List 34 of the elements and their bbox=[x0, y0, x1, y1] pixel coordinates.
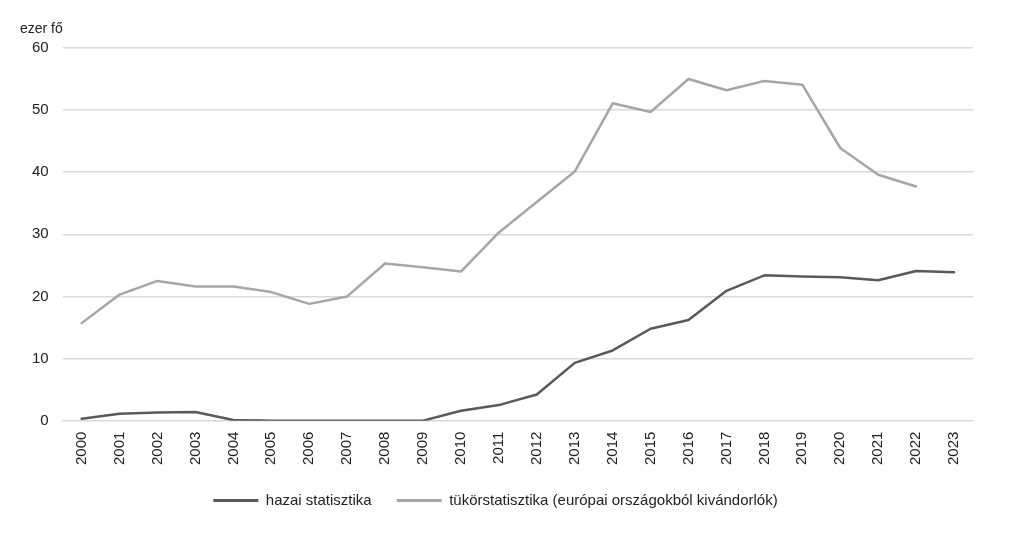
x-tick-label: 2003 bbox=[185, 431, 203, 466]
x-tick-label: 2001 bbox=[109, 431, 127, 466]
y-tick-label: 40 bbox=[32, 162, 49, 180]
legend-label: tükörstatisztika (európai országokból kivándorlók) bbox=[449, 490, 778, 508]
x-tick-label: 2017 bbox=[716, 431, 734, 466]
x-tick-label: 2007 bbox=[337, 431, 355, 466]
x-tick-label: 2004 bbox=[223, 431, 241, 466]
x-tick-label: 2012 bbox=[526, 431, 544, 466]
x-tick-label: 2021 bbox=[868, 431, 886, 466]
legend-label: hazai statisztika bbox=[265, 490, 373, 508]
x-tick-label: 2002 bbox=[147, 431, 165, 466]
y-tick-label: 60 bbox=[32, 38, 49, 56]
x-tick-label: 2009 bbox=[413, 431, 431, 466]
x-tick-label: 2023 bbox=[944, 431, 962, 466]
x-tick-label: 2006 bbox=[299, 431, 317, 466]
x-tick-label: 2015 bbox=[640, 431, 658, 466]
x-tick-label: 2008 bbox=[375, 431, 393, 466]
x-tick-label: 2014 bbox=[602, 431, 620, 466]
x-tick-label: 2019 bbox=[792, 431, 810, 466]
y-tick-label: 50 bbox=[32, 100, 49, 118]
x-tick-label: 2011 bbox=[489, 431, 507, 464]
x-tick-label: 2005 bbox=[261, 431, 279, 466]
x-tick-label: 2016 bbox=[678, 431, 696, 466]
x-tick-label: 2022 bbox=[906, 431, 924, 466]
y-tick-label: 30 bbox=[32, 224, 49, 242]
x-tick-label: 2013 bbox=[564, 431, 582, 466]
x-tick-label: 2010 bbox=[451, 431, 469, 466]
x-tick-label: 2020 bbox=[830, 431, 848, 466]
y-axis-title: ezer fő bbox=[20, 19, 64, 36]
y-tick-label: 0 bbox=[40, 410, 49, 428]
x-tick-label: 2018 bbox=[754, 431, 772, 466]
y-tick-label: 10 bbox=[32, 348, 49, 366]
y-tick-label: 20 bbox=[32, 286, 49, 304]
x-tick-label: 2000 bbox=[71, 431, 89, 466]
